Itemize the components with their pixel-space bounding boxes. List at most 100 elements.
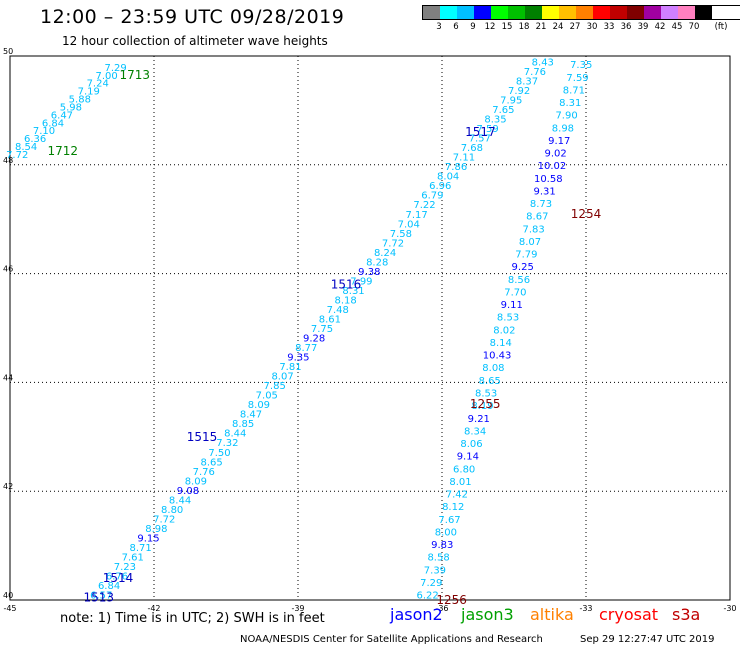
legend-label: 24: [552, 22, 564, 32]
swh-value: 7.11: [453, 153, 475, 164]
swh-value: 9.15: [137, 533, 159, 544]
swh-value: 8.65: [200, 457, 222, 468]
lon-tick-label: -33: [579, 604, 592, 613]
swh-value: 8.31: [559, 98, 581, 109]
pass-label: 1517: [465, 125, 496, 139]
swh-value: 8.43: [532, 57, 554, 68]
color-legend: 3 6 9 12 15 18 21 24 27 30 33 36 39 42 45 70 (ft): [422, 5, 740, 34]
lat-tick-label: 42: [3, 482, 13, 491]
pass-label: 1514: [103, 571, 134, 585]
swh-value: 7.17: [405, 210, 427, 221]
swh-value: 7.95: [500, 96, 522, 107]
swh-value: 8.09: [185, 476, 207, 487]
swh-value: 7.83: [523, 224, 545, 235]
pass-label: 1254: [571, 207, 602, 221]
swh-value: 8.12: [442, 502, 464, 513]
swh-value: 7.05: [256, 391, 278, 402]
legend-label: 42: [654, 22, 666, 32]
legend-swatch: [423, 6, 440, 19]
lat-tick-label: 40: [3, 591, 13, 600]
swh-value: 7.68: [461, 143, 483, 154]
lat-tick-label: 44: [3, 373, 13, 382]
swh-value: 7.67: [438, 515, 460, 526]
legend-swatch: [474, 6, 491, 19]
swh-value: 7.42: [446, 490, 468, 501]
swh-value: 9.02: [544, 149, 566, 160]
swh-value: 7.90: [555, 111, 577, 122]
swh-value: 8.02: [493, 325, 515, 336]
swh-value: 7.57: [469, 134, 491, 145]
swh-value: 6.96: [429, 181, 451, 192]
swh-value: 8.14: [490, 338, 512, 349]
lat-tick-label: 48: [3, 156, 13, 165]
swh-value: 8.58: [427, 553, 449, 564]
pass-label: 1516: [331, 277, 362, 291]
swh-value: 8.61: [319, 314, 341, 325]
swh-value: 9.83: [431, 540, 453, 551]
swh-value: 9.38: [358, 267, 380, 278]
swh-value: 8.67: [526, 212, 548, 223]
swh-value: 7.76: [524, 67, 546, 78]
swh-value: 8.53: [475, 389, 497, 400]
swh-value: 7.10: [33, 126, 55, 137]
swh-value: 9.08: [177, 486, 199, 497]
legend-label: 27: [569, 22, 581, 32]
legend-label: 36: [620, 22, 632, 32]
swh-value: 8.85: [232, 419, 254, 430]
legend-swatch: [440, 6, 457, 19]
legend-label: 33: [603, 22, 615, 32]
swh-value: 10.43: [483, 351, 512, 362]
swh-value: 7.58: [390, 229, 412, 240]
legend-label: 30: [586, 22, 598, 32]
footer-credit: NOAA/NESDIS Center for Satellite Applica…: [240, 634, 543, 645]
legend-label: 18: [518, 22, 530, 32]
legend-swatch: [627, 6, 644, 19]
pass-label: 1713: [120, 68, 151, 82]
legend-label: 39: [637, 22, 649, 32]
lon-tick-label: -42: [147, 604, 160, 613]
lon-tick-label: -30: [723, 604, 736, 613]
legend-swatch: [508, 6, 525, 19]
legend-label: 6: [453, 22, 459, 32]
page-subtitle: 12 hour collection of altimeter wave hei…: [62, 34, 328, 48]
swh-value: 8.37: [516, 76, 538, 87]
swh-value: 8.77: [295, 343, 317, 354]
swh-value: 9.17: [548, 136, 570, 147]
legend-label: 15: [501, 22, 513, 32]
legend-swatch: [559, 6, 576, 19]
swh-value: 7.24: [87, 79, 109, 90]
swh-value: 6.80: [453, 464, 475, 475]
swh-value: 7.72: [153, 514, 175, 525]
pass-label: 1712: [48, 144, 79, 158]
swh-value: 8.54: [15, 142, 37, 153]
swh-value: 7.00: [96, 71, 118, 82]
legend-label: 45: [671, 22, 683, 32]
swh-value: 9.25: [512, 262, 534, 273]
swh-value: 8.80: [161, 505, 183, 516]
swh-value: 8.07: [271, 372, 293, 383]
swh-value: 8.09: [248, 400, 270, 411]
swh-value: 8.18: [335, 295, 357, 306]
swh-value: 9.21: [468, 414, 490, 425]
map-frame: [9, 55, 731, 601]
swh-value: 7.32: [216, 438, 238, 449]
swh-value: 7.92: [508, 86, 530, 97]
swh-value: 6.84: [98, 581, 120, 592]
swh-value: 8.71: [129, 543, 151, 554]
lat-tick-label: 50: [3, 47, 13, 56]
legend-swatches: [422, 5, 740, 20]
page-title: 12:00 – 23:59 UTC 09/28/2019: [40, 6, 345, 28]
swh-value: 6.47: [51, 110, 73, 121]
legend-label: 12: [484, 22, 496, 32]
swh-value: 7.86: [445, 162, 467, 173]
swh-value: 8.65: [479, 376, 501, 387]
legend-swatch: [593, 6, 610, 19]
swh-value: 5.98: [60, 102, 82, 113]
swh-value: 7.59: [566, 73, 588, 84]
swh-value: 7.39: [424, 565, 446, 576]
legend-label: 21: [535, 22, 547, 32]
pass-label: 1255: [470, 397, 501, 411]
swh-value: 8.00: [435, 527, 457, 538]
legend-label: 3: [436, 22, 442, 32]
